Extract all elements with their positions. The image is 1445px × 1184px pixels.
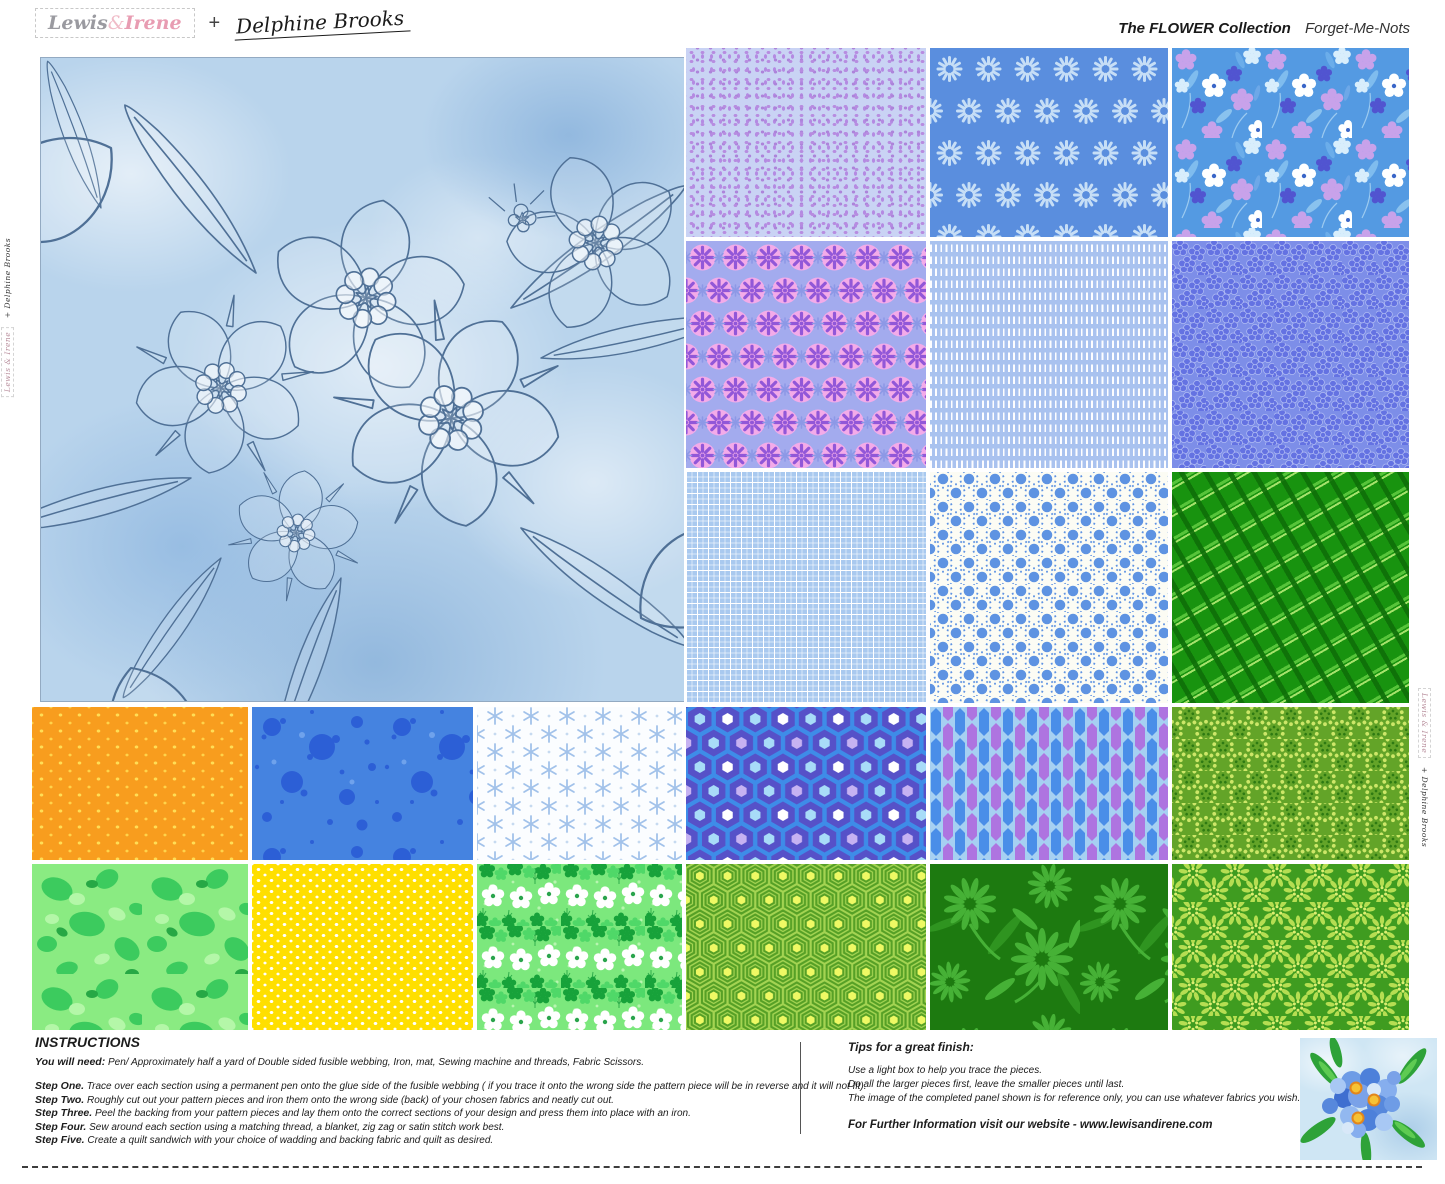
swatch-floral-silhouettes-dark-green: [928, 862, 1170, 1032]
swatch-concentric-honeycomb-green: [684, 862, 928, 1032]
swatch-stitch-dashes-on-blue: [928, 239, 1170, 470]
side-logo-brand: Lewis & Irene: [1, 326, 14, 398]
swatch-daisy-swirls-green: [1170, 862, 1411, 1032]
brand-irene: Irene: [124, 12, 182, 34]
footer-divider: [800, 1042, 801, 1134]
tip-line: Use a light box to help you trace the pi…: [848, 1065, 1043, 1076]
swatch-hexagon-honeycomb-indigo: [684, 705, 928, 862]
side-logo-designer: + Delphine Brooks: [3, 238, 12, 319]
tips-heading: Tips for a great finish:: [848, 1040, 974, 1054]
step-five: Step Five. Create a quilt sandwich with …: [35, 1134, 494, 1146]
brand-lewis: Lewis: [48, 12, 108, 34]
swatch-meadow-flowers-green: [475, 862, 684, 1032]
designer-signature: Delphine Brooks: [233, 5, 411, 41]
side-logo-right: Lewis & Irene + Delphine Brooks: [1418, 688, 1431, 848]
step-one: Step One. Trace over each section using …: [35, 1080, 867, 1092]
step-two: Step Two. Roughly cut out your pattern p…: [35, 1093, 614, 1106]
brand-logo: Lewis&Irene + Delphine Brooks: [35, 5, 411, 41]
swatch-pinwheel-dot-circles: [684, 239, 928, 470]
swatch-paint-splatter-blue: [250, 705, 475, 862]
cut-line-bottom: [22, 1166, 1422, 1168]
swatch-white-dots-on-yellow: [250, 862, 475, 1032]
brand-ampersand: &: [107, 12, 125, 34]
swatch-purple-speckles-on-lavender: [684, 46, 928, 239]
tracing-panel-forget-me-nots: [40, 57, 685, 702]
instructions-block: INSTRUCTIONS You will need: Pen/ Approxi…: [35, 1034, 867, 1148]
swatch-double-grid-check-blue: [684, 470, 928, 705]
swatch-dotted-rings-on-cream: [928, 470, 1170, 705]
tip-line: The image of the completed panel shown i…: [848, 1093, 1301, 1104]
website-info: For Further Information visit our websit…: [848, 1119, 1213, 1131]
swatch-watercolour-blobs-green: [30, 862, 250, 1032]
swatch-picket-hexagons-blue-purple: [928, 705, 1170, 862]
collection-title-sub: Forget-Me-Nots: [1304, 20, 1410, 37]
completed-panel-reference-image: [1300, 1038, 1437, 1160]
collection-title: The FLOWER Collection Forget-Me-Nots: [1118, 20, 1410, 37]
swatch-sunburst-daisies-on-blue: [928, 46, 1170, 239]
forget-me-not-line-art: [41, 58, 684, 701]
swatch-diagonal-grass-stripes-green: [1170, 470, 1411, 705]
instructions-heading: INSTRUCTIONS: [35, 1034, 140, 1050]
you-will-need-line: You will need: Pen/ Approximately half a…: [35, 1055, 644, 1068]
side-logo-left: Lewis & Irene + Delphine Brooks: [1, 238, 14, 398]
swatch-packed-forget-me-nots-periwinkle: [1170, 239, 1411, 470]
swatch-dotted-daisy-rings-green: [1170, 705, 1411, 862]
cut-line-right: [1409, 46, 1411, 1032]
side-logo-designer: + Delphine Brooks: [1420, 766, 1429, 848]
collection-title-main: The FLOWER Collection: [1118, 20, 1291, 37]
swatch-yellow-dots-on-orange: [30, 705, 250, 862]
step-four: Step Four. Sew around each section using…: [35, 1120, 505, 1133]
swatch-asterisk-flowers-on-white: [475, 705, 684, 862]
side-logo-brand: Lewis & Irene: [1418, 688, 1431, 759]
swatch-ditsy-meadow-floral-blue: [1170, 46, 1411, 239]
tip-line: Do all the larger pieces first, leave th…: [848, 1079, 1125, 1090]
step-three: Step Three. Peel the backing from your p…: [35, 1107, 691, 1119]
lewis-and-irene-logo: Lewis&Irene: [35, 8, 195, 38]
tips-block: Tips for a great finish: Use a light box…: [848, 1040, 1308, 1132]
plus-sign: +: [208, 11, 221, 34]
